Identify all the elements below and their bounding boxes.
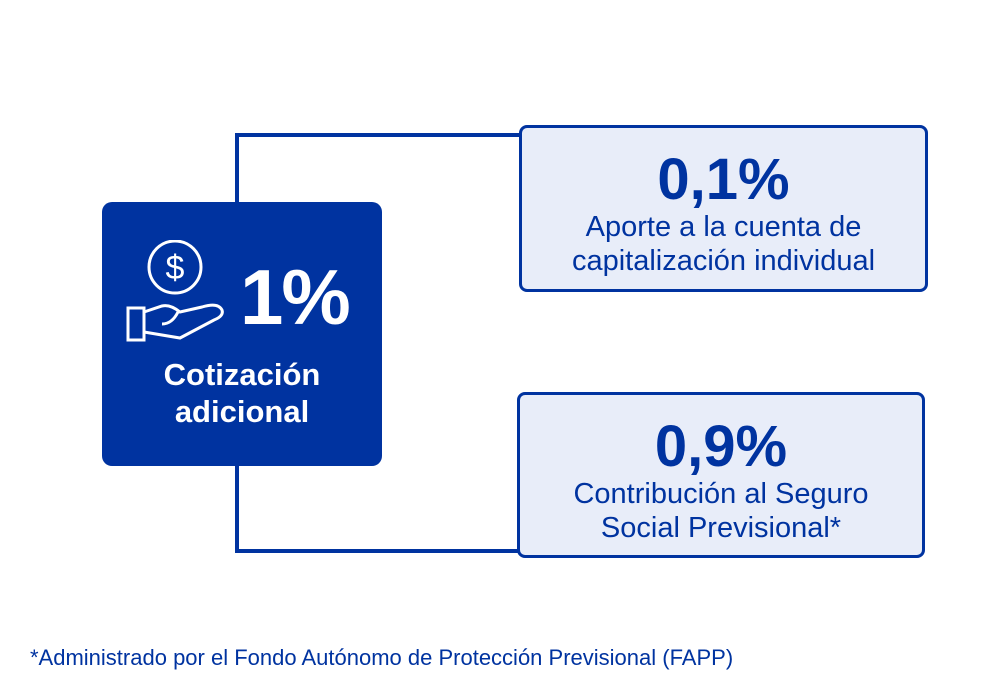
card-social-insurance: 0,9% Contribución al Seguro Social Previ… [517, 392, 925, 558]
hand-dollar-icon: $ [126, 240, 224, 342]
additional-contribution-box: $ 1% Cotización adicional [102, 202, 382, 466]
connector-top [235, 133, 521, 137]
card-individual-account: 0,1% Aporte a la cuenta de capitalizació… [519, 125, 928, 292]
card-percent: 0,9% [654, 414, 788, 479]
main-label-line2: adicional [174, 394, 310, 429]
card-desc-line1: Contribución al Seguro [573, 478, 869, 510]
card-desc-line2: Social Previsional* [600, 512, 842, 544]
main-label-line1: Cotización [163, 357, 321, 392]
card-desc-line2: capitalización individual [571, 245, 876, 277]
main-percent: 1% [240, 253, 351, 341]
main-label: Cotización adicional [102, 356, 382, 430]
card-desc-line1: Aporte a la cuenta de [585, 211, 862, 243]
svg-text:$: $ [166, 249, 185, 287]
footnote: *Administrado por el Fondo Autónomo de P… [30, 645, 734, 670]
connector-bottom [235, 549, 520, 553]
card-percent: 0,1% [657, 147, 790, 212]
